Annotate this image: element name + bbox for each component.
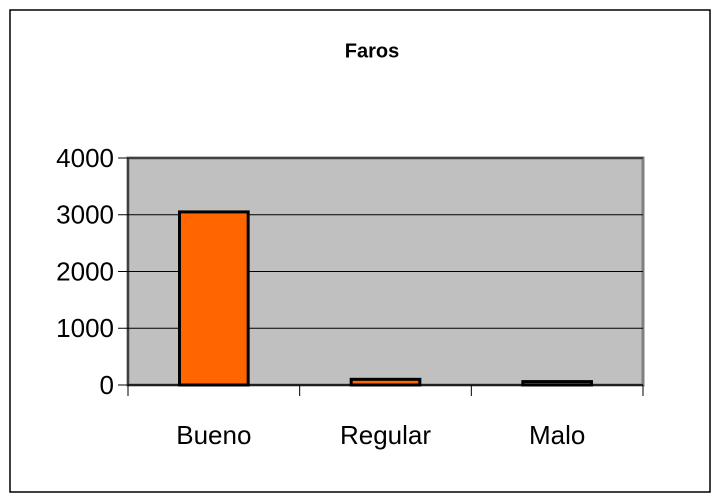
bar [349, 377, 422, 387]
y-tick-label: 1000 [56, 313, 114, 343]
y-tick-label: 2000 [56, 256, 114, 286]
chart-title: Faros [345, 40, 399, 62]
y-tick-label: 4000 [56, 143, 114, 173]
x-tick-label: Regular [340, 420, 431, 450]
y-tick-label: 3000 [56, 200, 114, 230]
bar [178, 210, 250, 387]
y-tick-label: 0 [100, 370, 114, 400]
bar [521, 380, 593, 387]
x-tick-label: Bueno [176, 420, 251, 450]
x-tick-label: Malo [529, 420, 585, 450]
